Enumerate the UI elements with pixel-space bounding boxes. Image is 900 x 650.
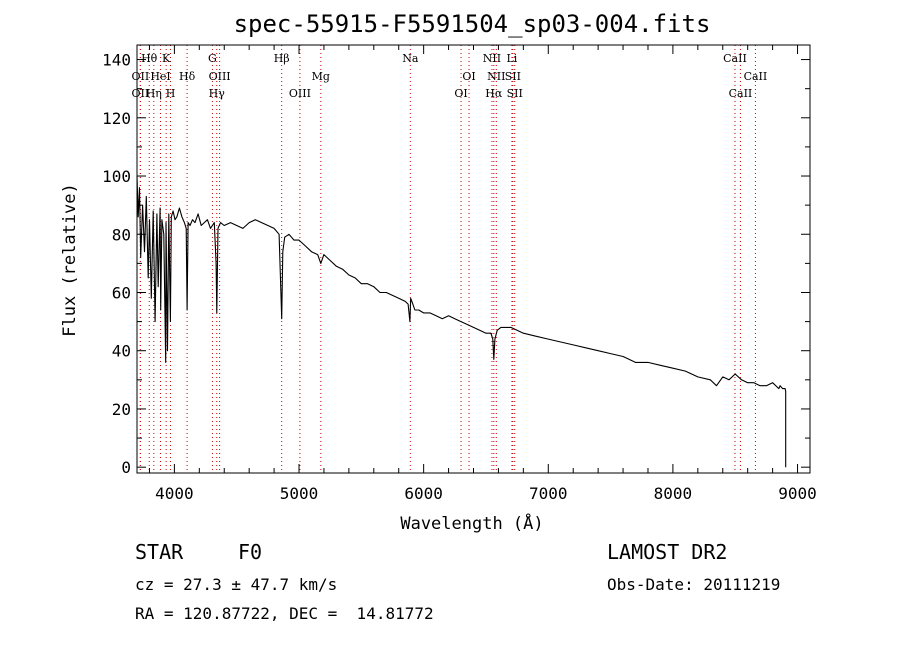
line-marker-label: Hα [485, 87, 503, 100]
line-marker-label: CaII [729, 87, 753, 100]
object-subclass: F0 [238, 540, 263, 564]
x-tick-label: 4000 [155, 484, 194, 503]
spectrum-series [136, 175, 787, 468]
line-marker-label: Hη [146, 87, 162, 100]
x-axis-ticks: 4000 5000 6000 7000 8000 9000 [148, 45, 817, 503]
x-tick-label: 8000 [654, 484, 693, 503]
line-marker-label: NII [487, 70, 505, 83]
line-marker-label: Hδ [179, 70, 196, 83]
line-marker-label: NII [483, 52, 501, 65]
y-tick-label: 100 [102, 167, 131, 186]
line-marker-label: Mg [312, 70, 330, 83]
line-marker-label: CaII [723, 52, 747, 65]
y-axis-label: Flux (relative) [60, 183, 80, 337]
line-marker-label: CaII [744, 70, 768, 83]
line-marker-label: SII [505, 70, 521, 83]
y-tick-label: 40 [112, 342, 131, 361]
line-marker-label: Na [402, 52, 419, 65]
x-tick-label: 7000 [529, 484, 568, 503]
spectral-line-markers [139, 45, 756, 473]
spectral-line-labels: HθOIIOIIHeIHηKHHδGOIIIHγHβOIIIMgNaOIOINI… [132, 52, 768, 100]
y-tick-label: 60 [112, 283, 131, 302]
redshift-readout: cz = 27.3 ± 47.7 km/s [135, 575, 338, 594]
line-marker-label: OII [132, 70, 150, 83]
x-tick-label: 5000 [280, 484, 319, 503]
y-tick-label: 80 [112, 225, 131, 244]
y-tick-label: 120 [102, 109, 131, 128]
plot-frame [136, 44, 811, 474]
line-marker-label: Li [506, 52, 517, 65]
y-tick-label: 20 [112, 400, 131, 419]
line-marker-label: SII [507, 87, 523, 100]
line-marker-label: OIII [209, 70, 231, 83]
y-axis-ticks: 0 20 40 60 80 100 120 140 [102, 51, 810, 477]
x-tick-label: 9000 [778, 484, 817, 503]
x-axis-label: Wavelength (Å) [400, 512, 543, 534]
line-marker-label: OI [454, 87, 467, 100]
line-marker-label: OII [132, 87, 150, 100]
line-marker-label: Hβ [274, 52, 290, 65]
line-marker-label: OIII [289, 87, 311, 100]
line-marker-label: OI [462, 70, 475, 83]
line-marker-label: Hγ [209, 87, 226, 100]
line-marker-label: G [208, 52, 217, 65]
chart-title: spec-55915-F5591504_sp03-004.fits [234, 10, 711, 38]
line-marker-label: Hθ [141, 52, 158, 65]
observation-date: Obs-Date: 20111219 [607, 575, 781, 594]
x-tick-label: 6000 [404, 484, 443, 503]
line-marker-label: K [162, 52, 171, 65]
y-tick-label: 140 [102, 51, 131, 70]
line-marker-label: H [166, 87, 176, 100]
coordinates-readout: RA = 120.87722, DEC = 14.81772 [135, 604, 434, 623]
line-marker-label: HeI [150, 70, 170, 83]
spectrum-line [136, 175, 787, 468]
object-class: STAR [135, 540, 184, 564]
survey-name: LAMOST DR2 [607, 540, 728, 564]
y-tick-label: 0 [121, 458, 131, 477]
